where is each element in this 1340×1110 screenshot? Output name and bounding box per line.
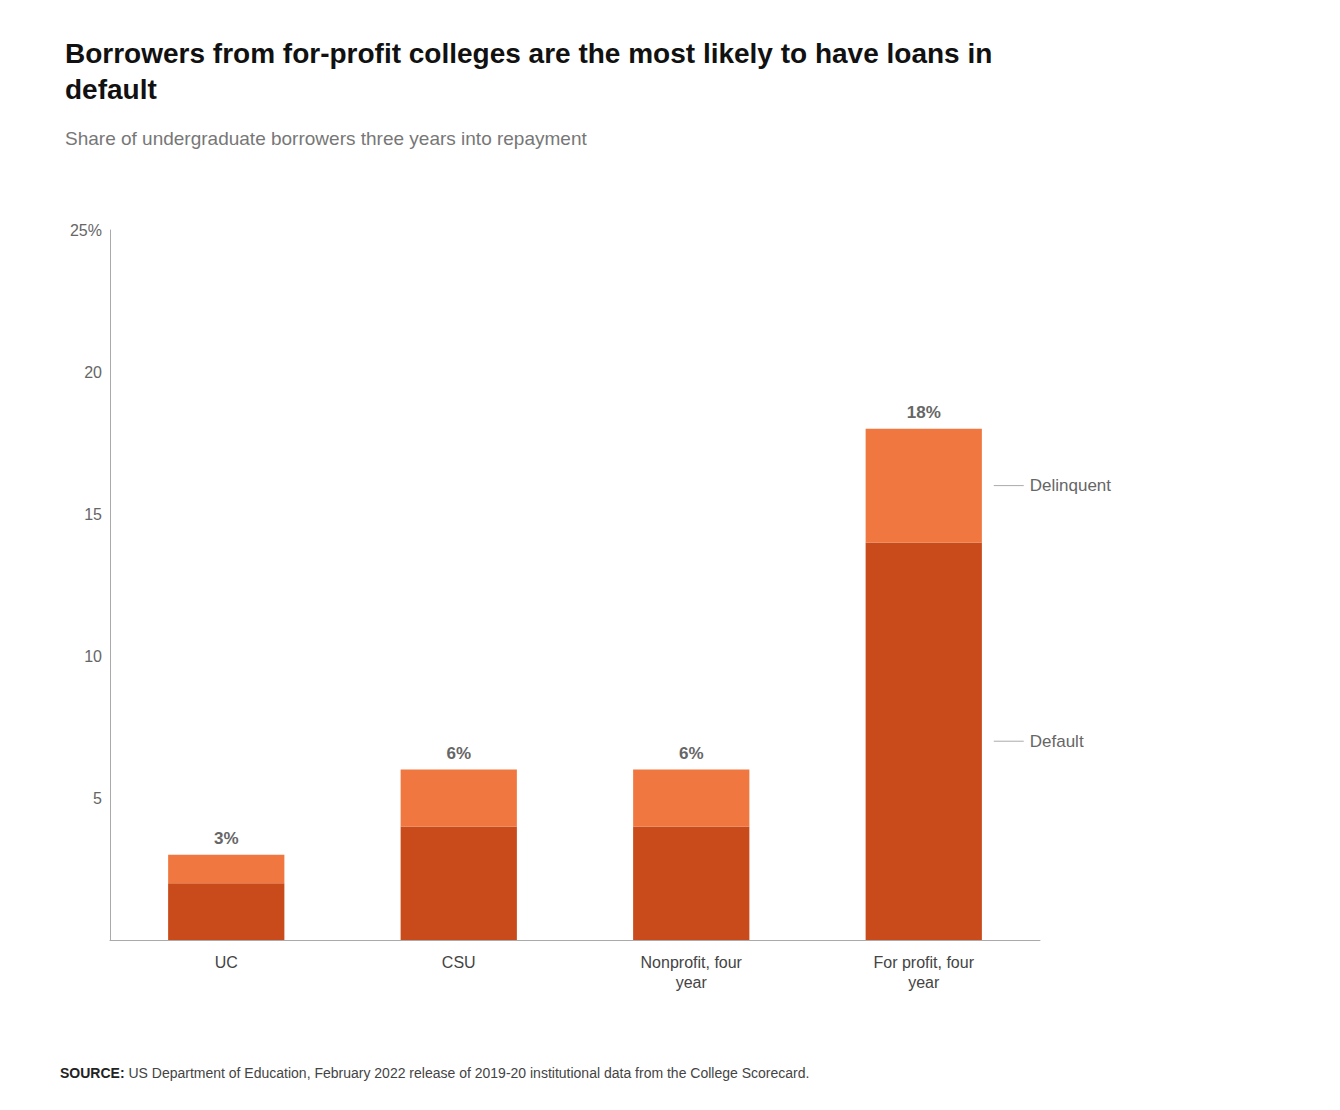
svg-text:Delinquent: Delinquent: [1030, 476, 1112, 495]
svg-text:15: 15: [84, 506, 102, 523]
svg-text:US Department of Education, Fe: US Department of Education, February 202…: [125, 1065, 810, 1081]
svg-text:5: 5: [93, 790, 102, 807]
svg-text:year: year: [908, 974, 940, 991]
svg-text:10: 10: [84, 648, 102, 665]
svg-text:SOURCE:: SOURCE:: [60, 1065, 125, 1081]
svg-text:25%: 25%: [70, 222, 102, 239]
svg-text:3%: 3%: [214, 829, 239, 848]
svg-text:20: 20: [84, 364, 102, 381]
svg-text:6%: 6%: [679, 744, 704, 763]
svg-text:18%: 18%: [907, 403, 941, 422]
svg-text:Borrowers from for-profit coll: Borrowers from for-profit colleges are t…: [65, 38, 992, 69]
svg-text:year: year: [676, 974, 708, 991]
svg-text:Nonprofit, four: Nonprofit, four: [641, 954, 743, 971]
svg-text:6%: 6%: [446, 744, 471, 763]
svg-text:UC: UC: [215, 954, 238, 971]
svg-text:For profit, four: For profit, four: [874, 954, 975, 971]
svg-text:default: default: [65, 74, 157, 105]
svg-text:Share of undergraduate borrowe: Share of undergraduate borrowers three y…: [65, 128, 587, 149]
svg-text:CSU: CSU: [442, 954, 476, 971]
svg-text:Default: Default: [1030, 732, 1084, 751]
